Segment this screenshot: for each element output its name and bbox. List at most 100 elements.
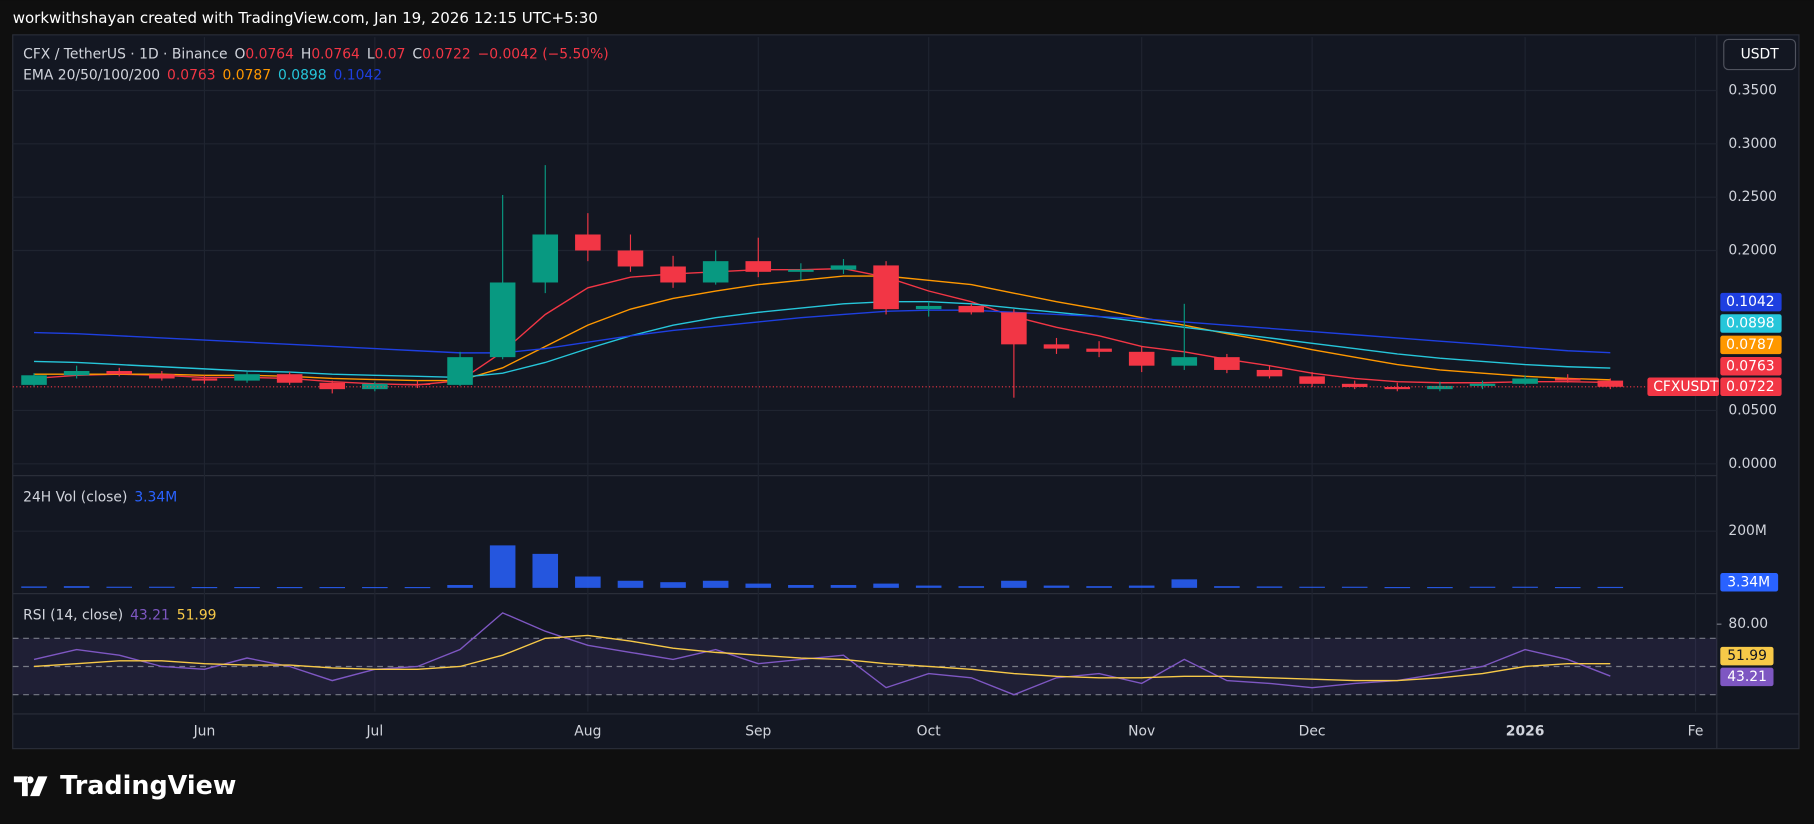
candle-body — [575, 234, 601, 251]
rsi-value: 51.99 — [177, 608, 217, 624]
candle-body — [617, 250, 644, 267]
volume-bar — [1597, 586, 1624, 589]
volume-bar — [234, 586, 260, 589]
chart-frame — [12, 34, 1800, 750]
volume-bar — [21, 586, 47, 588]
candle-body — [1171, 357, 1198, 366]
volume-value: 3.34M — [134, 490, 177, 506]
y-tick-label: 80.00 — [1728, 616, 1768, 632]
rsi-badge-label: 51.99 — [1727, 648, 1767, 664]
header-text: workwithshayan created with TradingView.… — [13, 9, 598, 27]
volume-bar — [319, 586, 346, 589]
volume-bar — [404, 586, 431, 589]
volume-bar — [788, 585, 814, 588]
volume-bar — [106, 586, 133, 588]
x-tick-label: 2026 — [1506, 723, 1545, 739]
candle-body — [489, 282, 516, 358]
volume-bar — [1299, 586, 1325, 588]
candle-body — [702, 261, 729, 283]
candle-body — [1554, 378, 1581, 381]
legend-value: 0.0722 — [422, 47, 471, 63]
candle-body — [362, 383, 388, 390]
volume-bar — [191, 586, 218, 589]
button-label[interactable]: USDT — [1741, 47, 1780, 63]
candle-body — [532, 234, 559, 283]
y-tick-label: 0.3000 — [1728, 136, 1777, 152]
indicator-title: EMA 20/50/100/200 — [23, 67, 160, 83]
volume-bar — [532, 553, 559, 588]
legend-value: 0.0764 — [311, 47, 360, 63]
volume-bar — [1554, 586, 1581, 589]
price-badge-label: 0.0787 — [1726, 337, 1775, 353]
volume-bar — [830, 585, 857, 588]
candle-body — [1427, 385, 1453, 390]
rsi-value: 43.21 — [130, 608, 170, 624]
candle-body — [1469, 383, 1496, 386]
candle-body — [63, 371, 90, 376]
candle-body — [1128, 351, 1155, 366]
candle-body — [1001, 312, 1027, 345]
volume-bar — [1001, 580, 1027, 588]
x-tick-label: Jun — [193, 723, 216, 739]
candle-body — [1256, 369, 1283, 377]
candle-body — [149, 374, 175, 379]
button-frame[interactable] — [1723, 38, 1797, 71]
y-tick-label: 0.2500 — [1728, 189, 1777, 205]
candle-body — [788, 269, 814, 272]
candle-body — [745, 261, 772, 272]
rsi-title: RSI (14, close) — [23, 608, 123, 624]
currency-button[interactable]: USDT — [1723, 38, 1797, 71]
legend-key: H — [301, 47, 311, 63]
rsi-line — [33, 612, 1611, 696]
volume-bar — [1086, 586, 1112, 588]
indicator-value: 0.1042 — [334, 67, 383, 83]
legend-value: 0.07 — [375, 47, 406, 63]
candle-body — [319, 382, 346, 390]
volume-badge-label: 3.34M — [1727, 574, 1770, 590]
x-tick-label: Oct — [917, 723, 942, 739]
candle-body — [1214, 357, 1240, 370]
candle-body — [1299, 376, 1325, 384]
legend-key: C — [412, 47, 422, 63]
volume-bar — [873, 583, 899, 588]
x-tick-label: Jul — [365, 723, 383, 739]
volume-bar — [149, 586, 175, 588]
indicator-value: 0.0898 — [278, 67, 327, 83]
x-tick-label: Dec — [1299, 723, 1326, 739]
volume-bar — [575, 576, 601, 588]
logo: TradingView — [13, 771, 236, 801]
candle-body — [276, 374, 303, 383]
price-badge-label: 0.0763 — [1726, 358, 1775, 374]
candle-body — [1086, 348, 1112, 352]
legend: CFX / TetherUS · 1D · Binance O 0.0764 H 0.0… — [23, 47, 609, 63]
candle-body — [830, 265, 857, 270]
x-tick-label: Nov — [1128, 723, 1155, 739]
volume-bar — [702, 580, 729, 588]
volume-bar — [1043, 585, 1070, 588]
volume-bar — [958, 586, 985, 588]
candle-body — [1512, 378, 1538, 384]
candle-body — [191, 378, 218, 381]
volume-title: 24H Vol (close) — [23, 490, 127, 506]
volume-bar — [447, 585, 473, 588]
price-badge-label: 0.0722 — [1726, 379, 1775, 395]
candle-body — [447, 357, 473, 385]
volume-bar — [1128, 585, 1155, 588]
logo-icon — [13, 776, 48, 797]
rsi-badge-label: 43.21 — [1727, 669, 1767, 685]
price-badge — [1720, 377, 1782, 397]
x-tick-label: Fe — [1688, 723, 1704, 739]
legend-key: L — [367, 47, 375, 63]
volume-bar — [617, 580, 644, 588]
indicator-legend: EMA 20/50/100/200 0.0763 0.0787 0.0898 0.104… — [23, 67, 382, 83]
volume-bar — [276, 586, 303, 589]
legend-key: O — [234, 47, 245, 63]
candle-body — [1043, 344, 1070, 349]
volume-legend: 24H Vol (close) 3.34M — [23, 490, 177, 506]
indicator-value: 0.0787 — [223, 67, 272, 83]
price-badge-label: 0.0898 — [1726, 315, 1775, 331]
legend-title: CFX / TetherUS · 1D · Binance — [23, 47, 227, 63]
logo-text: TradingView — [60, 771, 236, 801]
